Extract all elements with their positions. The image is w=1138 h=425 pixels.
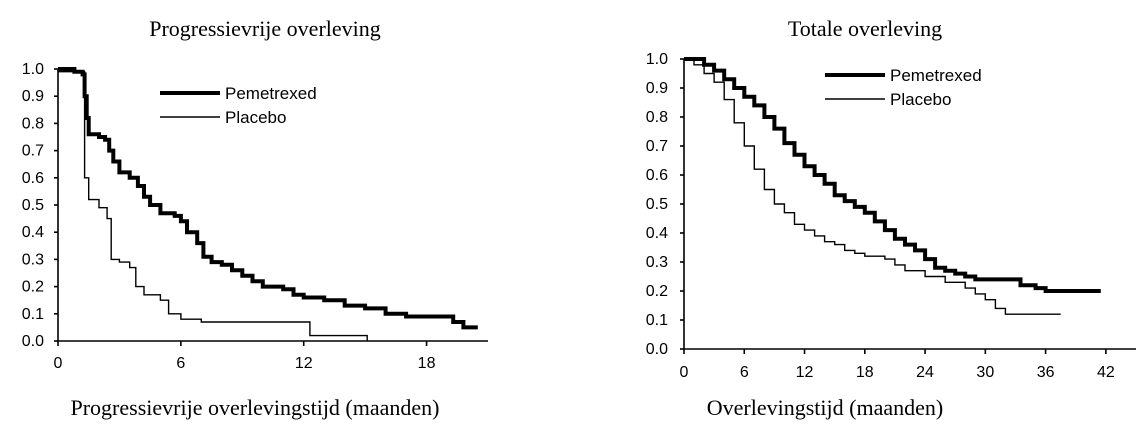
x-tick-label: 42 (1097, 364, 1115, 381)
x-tick-label: 0 (54, 355, 63, 372)
y-tick-label: 0.8 (22, 115, 44, 132)
series-line-placebo (684, 58, 1061, 315)
y-tick-label: 0.0 (22, 333, 44, 350)
x-axis-label: Overlevingstijd (maanden) (707, 395, 943, 420)
x-tick-label: 18 (418, 355, 436, 372)
y-tick-label: 0.5 (646, 196, 668, 213)
y-tick-label: 0.7 (646, 138, 668, 155)
x-tick-label: 24 (916, 364, 934, 381)
x-tick-label: 12 (796, 364, 814, 381)
y-tick-label: 0.2 (22, 279, 44, 296)
legend-label-pemetrexed: Pemetrexed (890, 66, 982, 85)
y-tick-label: 1.0 (22, 61, 44, 78)
legend-label-placebo: Placebo (225, 108, 286, 127)
y-tick-label: 0.5 (22, 197, 44, 214)
y-tick-label: 0.0 (646, 341, 668, 358)
series-line-pemetrexed (58, 67, 478, 330)
y-tick-label: 0.9 (646, 80, 668, 97)
x-tick-label: 18 (856, 364, 874, 381)
series-line-pemetrexed (684, 57, 1101, 293)
series-line-placebo (58, 71, 368, 341)
y-tick-label: 0.6 (646, 167, 668, 184)
chart-progressievrije-overleving: Progressievrije overleving Progressievri… (22, 16, 488, 420)
y-tick-label: 0.2 (646, 283, 668, 300)
x-tick-label: 12 (295, 355, 313, 372)
y-tick-label: 0.8 (646, 109, 668, 126)
y-tick-label: 0.3 (22, 251, 44, 268)
x-tick-label: 6 (176, 355, 185, 372)
chart-title: Progressievrije overleving (149, 16, 381, 41)
legend-label-pemetrexed: Pemetrexed (225, 84, 317, 103)
y-tick-label: 1.0 (646, 51, 668, 68)
y-tick-label: 0.4 (22, 224, 44, 241)
chart-totale-overleving: Totale overleving Overlevingstijd (maand… (646, 16, 1136, 420)
y-tick-label: 0.4 (646, 225, 668, 242)
y-tick-label: 0.9 (22, 88, 44, 105)
chart-title: Totale overleving (788, 16, 942, 41)
x-axis-label: Progressievrije overlevingstijd (maanden… (70, 395, 439, 420)
y-tick-label: 0.7 (22, 143, 44, 160)
y-tick-label: 0.1 (22, 306, 44, 323)
y-tick-label: 0.1 (646, 312, 668, 329)
legend-label-placebo: Placebo (890, 90, 951, 109)
x-tick-label: 36 (1037, 364, 1055, 381)
y-tick-label: 0.6 (22, 170, 44, 187)
y-tick-label: 0.3 (646, 254, 668, 271)
x-tick-label: 6 (740, 364, 749, 381)
x-tick-label: 0 (680, 364, 689, 381)
x-tick-label: 30 (976, 364, 994, 381)
